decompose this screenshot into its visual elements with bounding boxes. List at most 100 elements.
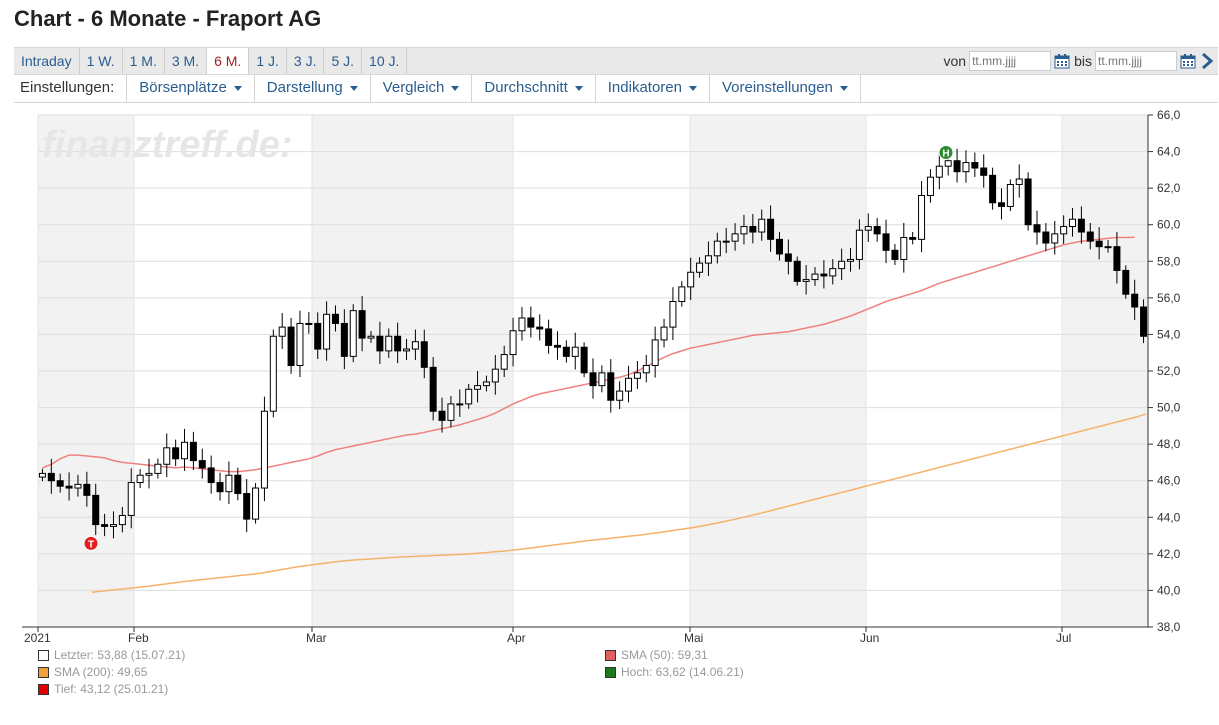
candle [953,160,961,173]
candle [305,322,313,325]
candle [429,366,437,412]
legend-item: Letzter: 53,88 (15.07.21) [38,648,185,662]
candle [456,403,464,406]
period-tab[interactable]: 10 J. [362,48,408,74]
candle [465,388,473,405]
candle [527,317,535,328]
candle [855,229,863,260]
candle [562,346,570,357]
candle [598,372,606,387]
caret-down-icon [688,85,697,91]
period-tab[interactable]: 1 M. [123,48,165,74]
x-tick-label: Jul [1056,631,1071,645]
legend-item: SMA (200): 49,65 [38,665,147,679]
y-tick-label: 64,0 [1157,145,1181,159]
period-tabs: Intraday 1 W. 1 M. 3 M. 6 M. 1 J. 3 J. 5 J. 10 J… [14,48,408,74]
period-tab[interactable]: 3 J. [287,48,325,74]
sma50-line [42,236,1135,473]
candle [1140,306,1148,337]
period-tab[interactable]: Intraday [14,48,80,74]
legend-swatch [38,683,49,695]
x-tick-label: Jun [860,631,879,645]
candle [243,493,251,520]
period-tab[interactable]: 5 J. [324,48,363,74]
candle [740,226,748,235]
candle [918,194,926,240]
candle [198,460,206,469]
date-range: von bis [944,48,1214,74]
candle [1060,226,1068,235]
candle [385,335,393,352]
settings-menu-label: Indikatoren [607,79,682,96]
candle [944,160,952,167]
to-date-input[interactable] [1095,51,1177,71]
candle [314,322,322,350]
candle [838,260,846,270]
marker-label: H [942,149,949,160]
y-tick-label: 44,0 [1157,510,1181,524]
page-title: Chart - 6 Monate - Fraport AG [14,6,322,31]
candle [1006,183,1014,207]
candle [1131,293,1139,308]
candle [749,226,757,233]
y-tick-label: 40,0 [1157,583,1181,597]
calendar-icon[interactable] [1180,53,1196,69]
period-tab[interactable]: 1 W. [80,48,123,74]
settings-menu[interactable]: Darstellung [255,74,371,102]
settings-menu[interactable]: Vergleich [371,74,473,102]
period-tab[interactable]: 6 M. [207,48,250,74]
x-tick-label: 2021 [24,631,51,645]
settings-menu[interactable]: Börsenplätze [127,74,255,102]
from-label: von [943,53,967,69]
candle [172,447,180,460]
legend-item: Hoch: 63,62 (14.06.21) [605,665,744,679]
low-marker [83,535,99,551]
period-tab[interactable]: 3 M. [165,48,208,74]
candle [962,162,970,173]
y-tick-label: 38,0 [1157,620,1181,634]
period-tab[interactable]: 1 J. [249,48,287,74]
caret-down-icon [839,85,848,91]
from-date-input[interactable] [969,51,1052,71]
settings-menu[interactable]: Voreinstellungen [710,74,861,102]
candle [651,339,659,367]
legend-swatch [605,649,616,661]
chevron-right-icon[interactable] [1200,52,1214,70]
candle [1086,231,1094,242]
settings-menu[interactable]: Durchschnitt [472,74,596,102]
candle [704,255,712,264]
settings-menu-label: Voreinstellungen [721,79,833,96]
candle [376,335,384,352]
legend-item: SMA (50): 59,31 [605,648,708,662]
settings-menu[interactable]: Indikatoren [596,74,710,102]
candle [722,240,730,243]
to-label: bis [1074,53,1092,69]
candle [47,472,55,482]
candle [340,322,348,357]
candle [163,447,171,465]
candle [882,233,890,251]
watermark: finanztreff.de: [42,124,293,166]
y-tick-label: 48,0 [1157,437,1181,451]
settings-bar: Einstellungen: Börsenplätze Darstellung Ve… [14,74,861,102]
legend-text: SMA (50): 59,31 [621,648,708,662]
candle [1069,218,1077,228]
candle [713,240,721,257]
candle [935,165,943,178]
legend-item: Tief: 43,12 (25.01.21) [38,682,168,696]
candle [491,368,499,383]
y-tick-label: 52,0 [1157,364,1181,378]
settings-menu-label: Durchschnitt [484,79,568,96]
candle [909,237,917,240]
candle [74,483,82,489]
period-bar: Intraday 1 W. 1 M. 3 M. 6 M. 1 J. 3 J. 5 J. 10 J… [14,47,1218,75]
y-tick-label: 50,0 [1157,401,1181,415]
candle [56,480,64,487]
calendar-icon[interactable] [1054,53,1070,69]
legend-text: SMA (200): 49,65 [54,665,148,679]
candle [252,487,260,520]
candle [553,344,561,348]
candle [989,174,997,204]
y-tick-label: 58,0 [1157,254,1181,268]
candle [1077,218,1085,233]
